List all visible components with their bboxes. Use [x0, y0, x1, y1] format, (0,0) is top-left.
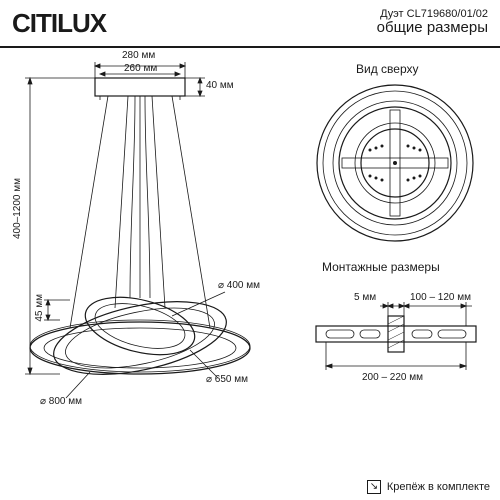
dim-canopy-inner: 260 мм: [124, 63, 157, 74]
footer: ↘ Крепёж в комплекте: [367, 480, 490, 494]
label-top-view: Вид сверху: [356, 62, 419, 76]
side-view: [0, 48, 280, 428]
dim-drop: 400–1200 мм: [12, 178, 23, 239]
package-icon: ↘: [367, 480, 381, 494]
dim-ring-h: 45 мм: [34, 294, 45, 322]
dim-canopy-h: 40 мм: [206, 80, 234, 91]
top-view: [310, 78, 480, 248]
dim-mount-gap: 5 мм: [354, 292, 376, 303]
dim-d-large: ⌀ 800 мм: [40, 396, 82, 407]
dim-mount-outer: 200 – 220 мм: [362, 372, 423, 383]
header: CITILUX Дуэт CL719680/01/02 общие размер…: [0, 0, 500, 48]
dim-canopy-outer: 280 мм: [122, 50, 155, 61]
brand-logo: CITILUX: [12, 8, 106, 39]
page-title: общие размеры: [377, 20, 488, 37]
header-right: Дуэт CL719680/01/02 общие размеры: [377, 8, 488, 37]
diagram-canvas: 280 мм 260 мм 40 мм 400–1200 мм 45 мм ⌀ …: [0, 48, 500, 500]
footer-text: Крепёж в комплекте: [387, 481, 490, 493]
dim-mount-inner: 100 – 120 мм: [410, 292, 471, 303]
dim-d-small: ⌀ 400 мм: [218, 280, 260, 291]
label-mount: Монтажные размеры: [322, 260, 440, 274]
dim-d-mid: ⌀ 650 мм: [206, 374, 248, 385]
